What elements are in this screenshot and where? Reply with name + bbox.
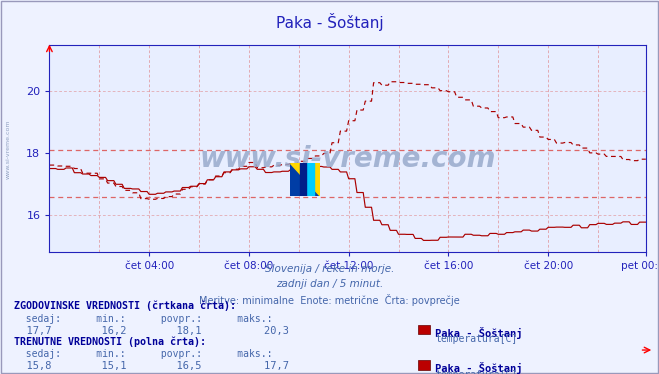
Text: ZGODOVINSKE VREDNOSTI (črtkana črta):: ZGODOVINSKE VREDNOSTI (črtkana črta): <box>14 301 237 311</box>
Text: www.si-vreme.com: www.si-vreme.com <box>5 120 11 180</box>
Bar <box>301 163 306 196</box>
Bar <box>306 163 314 196</box>
Text: temperatura[C]: temperatura[C] <box>435 370 517 374</box>
Text: Slovenija / reke in morje.: Slovenija / reke in morje. <box>265 264 394 274</box>
Text: temperatura[C]: temperatura[C] <box>435 334 517 344</box>
Text: Paka - Šoštanj: Paka - Šoštanj <box>275 13 384 31</box>
Polygon shape <box>290 163 320 196</box>
Text: sedaj:      min.:      povpr.:      maks.:: sedaj: min.: povpr.: maks.: <box>14 349 273 359</box>
Text: Paka - Šoštanj: Paka - Šoštanj <box>435 362 523 374</box>
Text: zadnji dan / 5 minut.: zadnji dan / 5 minut. <box>276 279 383 289</box>
Text: 15,8        15,1        16,5          17,7: 15,8 15,1 16,5 17,7 <box>14 361 289 371</box>
Text: Paka - Šoštanj: Paka - Šoštanj <box>435 327 523 338</box>
Text: www.si-vreme.com: www.si-vreme.com <box>200 145 496 173</box>
Text: TRENUTNE VREDNOSTI (polna črta):: TRENUTNE VREDNOSTI (polna črta): <box>14 337 206 347</box>
Text: sedaj:      min.:      povpr.:      maks.:: sedaj: min.: povpr.: maks.: <box>14 313 273 324</box>
Text: 17,7        16,2        18,1          20,3: 17,7 16,2 18,1 20,3 <box>14 326 289 336</box>
Text: Meritve: minimalne  Enote: metrične  Črta: povprečje: Meritve: minimalne Enote: metrične Črta:… <box>199 294 460 306</box>
